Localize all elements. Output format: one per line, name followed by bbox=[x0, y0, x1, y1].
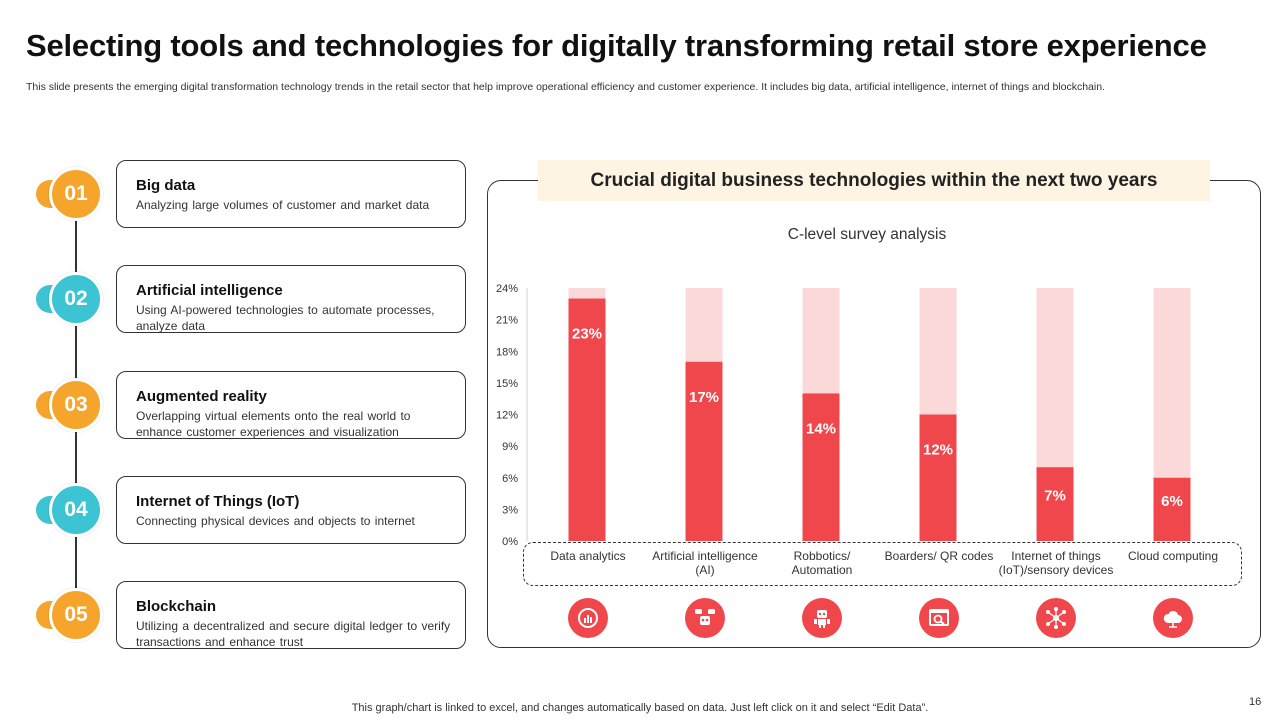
step-big-data: 01 Big data Analyzing large volumes of c… bbox=[36, 160, 466, 228]
step-number-badge: 01 bbox=[49, 167, 103, 221]
slide-title: Selecting tools and technologies for dig… bbox=[26, 28, 1207, 63]
category-label-box bbox=[523, 542, 1242, 586]
step-iot: 04 Internet of Things (IoT) Connecting p… bbox=[36, 476, 466, 544]
category-label: Data analytics bbox=[550, 549, 626, 563]
y-tick-label: 6% bbox=[502, 473, 518, 485]
slide-subtitle: This slide presents the emerging digital… bbox=[26, 81, 1105, 93]
analytics-icon bbox=[568, 598, 608, 638]
step-card: Blockchain Utilizing a decentralized and… bbox=[116, 581, 466, 649]
step-description: Analyzing large volumes of customer and … bbox=[136, 198, 430, 212]
step-number-badge: 04 bbox=[49, 483, 103, 537]
step-title: Big data bbox=[136, 177, 196, 194]
step-description: Utilizing a decentralized and secure dig… bbox=[136, 619, 451, 649]
bar bbox=[1036, 467, 1074, 541]
step-title: Artificial intelligence bbox=[136, 282, 283, 299]
category-label: Cloud computing bbox=[1127, 549, 1219, 563]
qr-scan-icon bbox=[919, 598, 959, 638]
step-card: Internet of Things (IoT) Connecting phys… bbox=[116, 476, 466, 544]
step-number-badge: 02 bbox=[49, 272, 103, 326]
category-label: Robbotics/ Automation bbox=[791, 549, 853, 577]
footer-note: This graph/chart is linked to excel, and… bbox=[351, 702, 929, 714]
bar-value-label: 12% bbox=[923, 442, 953, 459]
y-tick-label: 0% bbox=[502, 536, 518, 548]
bar-value-label: 7% bbox=[1044, 487, 1066, 504]
y-tick-label: 21% bbox=[496, 315, 518, 327]
step-title: Blockchain bbox=[136, 598, 217, 615]
bar bbox=[919, 414, 957, 541]
bar bbox=[1153, 477, 1191, 541]
bar bbox=[802, 393, 840, 541]
step-number-badge: 05 bbox=[49, 588, 103, 642]
category-label: Internet of things (IoT)/sensory devices bbox=[998, 549, 1114, 577]
bar-value-label: 14% bbox=[806, 420, 836, 437]
y-tick-label: 3% bbox=[502, 504, 518, 516]
step-augmented-reality: 03 Augmented reality Overlapping virtual… bbox=[36, 371, 466, 439]
y-tick-label: 9% bbox=[502, 441, 518, 453]
robot-icon bbox=[802, 598, 842, 638]
page-number: 16 bbox=[1249, 696, 1262, 708]
y-tick-label: 15% bbox=[496, 378, 518, 390]
category-label: Artificial intelligence (AI) bbox=[652, 549, 758, 577]
category-label: Boarders/ QR codes bbox=[884, 549, 994, 563]
y-tick-label: 18% bbox=[496, 346, 518, 358]
bar bbox=[685, 361, 723, 541]
step-artificial-intelligence: 02 Artificial intelligence Using AI-powe… bbox=[36, 265, 466, 333]
bar-value-label: 17% bbox=[689, 389, 719, 406]
step-card: Artificial intelligence Using AI-powered… bbox=[116, 265, 466, 333]
step-title: Augmented reality bbox=[136, 388, 267, 405]
bar-chart[interactable]: 0% 3% 6% 9% 12% 15% 18% 21% 24% 23% 17% 14% 12% 7% 6% bbox=[487, 280, 1261, 550]
y-tick-label: 24% bbox=[496, 283, 518, 295]
step-blockchain: 05 Blockchain Utilizing a decentralized … bbox=[36, 581, 466, 649]
chart-panel-heading: Crucial digital business technologies wi… bbox=[538, 160, 1210, 201]
step-card: Augmented reality Overlapping virtual el… bbox=[116, 371, 466, 439]
step-card: Big data Analyzing large volumes of cust… bbox=[116, 160, 466, 228]
bar-value-label: 6% bbox=[1161, 493, 1183, 510]
step-description: Connecting physical devices and objects … bbox=[136, 514, 415, 528]
robot-chat-icon bbox=[685, 598, 725, 638]
step-number-badge: 03 bbox=[49, 378, 103, 432]
chart-title: C-level survey analysis bbox=[787, 226, 947, 243]
bar-value-label: 23% bbox=[572, 326, 602, 343]
network-icon bbox=[1036, 598, 1076, 638]
step-description: Overlapping virtual elements onto the re… bbox=[136, 409, 411, 439]
y-tick-label: 12% bbox=[496, 410, 518, 422]
step-title: Internet of Things (IoT) bbox=[136, 493, 300, 510]
step-description: Using AI-powered technologies to automat… bbox=[136, 303, 435, 333]
cloud-icon bbox=[1153, 598, 1193, 638]
bar bbox=[568, 298, 606, 541]
